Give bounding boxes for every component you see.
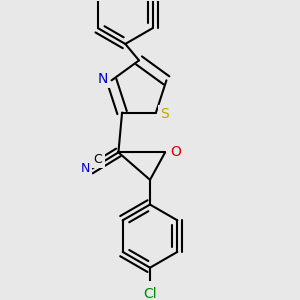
Text: Cl: Cl	[143, 287, 157, 300]
Text: S: S	[160, 107, 169, 121]
Text: C: C	[94, 153, 102, 166]
Text: N: N	[81, 162, 90, 175]
Text: O: O	[170, 146, 181, 159]
Text: N: N	[98, 72, 108, 86]
